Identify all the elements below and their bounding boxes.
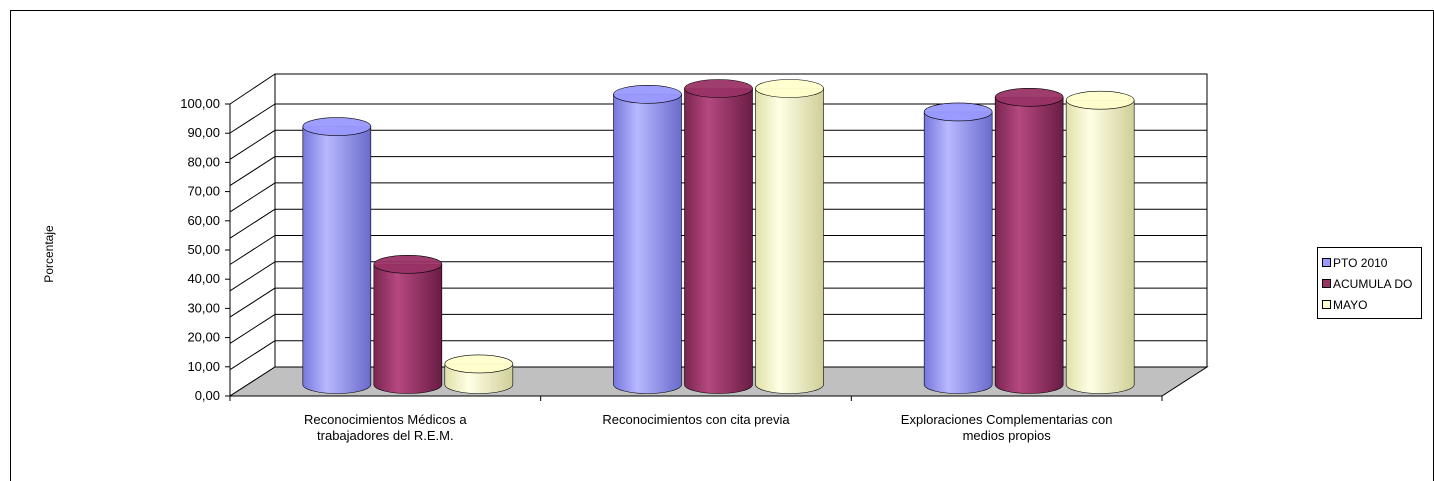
bar [613,85,682,394]
x-tick-label: medios propios [963,428,1052,443]
bar-top [684,79,753,98]
gridline [229,261,276,292]
bar [755,79,824,394]
gridline [229,313,276,344]
bar [373,254,443,394]
bar [994,87,1064,394]
x-tick-label: trabajadores del R.E.M. [317,428,454,443]
bar [923,102,993,394]
legend-item: PTO 2010 [1322,252,1421,273]
bar-body [613,94,682,394]
gridline [229,340,276,371]
legend-item: MAYO [1322,294,1421,315]
legend-swatch [1322,258,1331,267]
y-tick-label: 10,00 [187,359,220,374]
gridline [229,182,276,213]
bar-top [923,102,993,122]
gridline [229,235,276,265]
bar-body [1065,99,1135,394]
gridline [229,103,276,134]
bar [684,79,753,394]
y-tick-label: 90,00 [187,125,220,140]
legend-label: PTO 2010 [1333,255,1388,270]
legend: PTO 2010 ACUMULA DO MAYO [1317,247,1422,319]
bar-top [1065,90,1135,110]
bar-top [755,79,824,98]
y-tick-label: 0,00 [195,388,220,403]
y-tick-label: 20,00 [187,330,220,345]
y-tick-label: 40,00 [187,271,220,286]
bar [1065,90,1135,394]
bar-body [994,96,1064,394]
gridline [229,156,276,187]
side-wall [229,73,276,105]
y-axis-label: Porcentaje [42,225,56,283]
legend-label: ACUMULA DO [1333,276,1413,291]
bar-top [302,117,372,136]
y-tick-label: 30,00 [187,300,220,315]
legend-swatch [1322,300,1331,309]
bar-body [923,111,993,394]
x-tick-label: Reconocimientos con cita previa [602,412,790,427]
bar-top [373,254,443,274]
bar [302,117,372,394]
y-tick-label: 50,00 [187,242,220,257]
legend-label: MAYO [1333,297,1368,312]
y-tick-label: 100,00 [180,96,220,111]
legend-item: ACUMULA DO [1322,273,1421,294]
bar-top [613,85,682,104]
x-tick-label: Reconocimientos Médicos a [304,412,467,427]
legend-swatch [1322,279,1331,288]
back-wall [274,73,1208,367]
gridline [229,129,276,160]
bar-top [444,354,514,374]
bar-body [755,88,824,394]
y-tick-label: 70,00 [187,184,220,199]
x-tick-label: Exploraciones Complementarias con [901,412,1113,427]
bar-body [684,88,753,394]
bar-body [302,126,372,394]
bar-body [373,264,443,394]
gridline [229,208,276,239]
gridline [229,287,276,318]
bar [444,354,514,394]
y-tick-label: 60,00 [187,213,220,228]
y-tick-label: 80,00 [187,154,220,169]
bar-top [994,87,1064,107]
